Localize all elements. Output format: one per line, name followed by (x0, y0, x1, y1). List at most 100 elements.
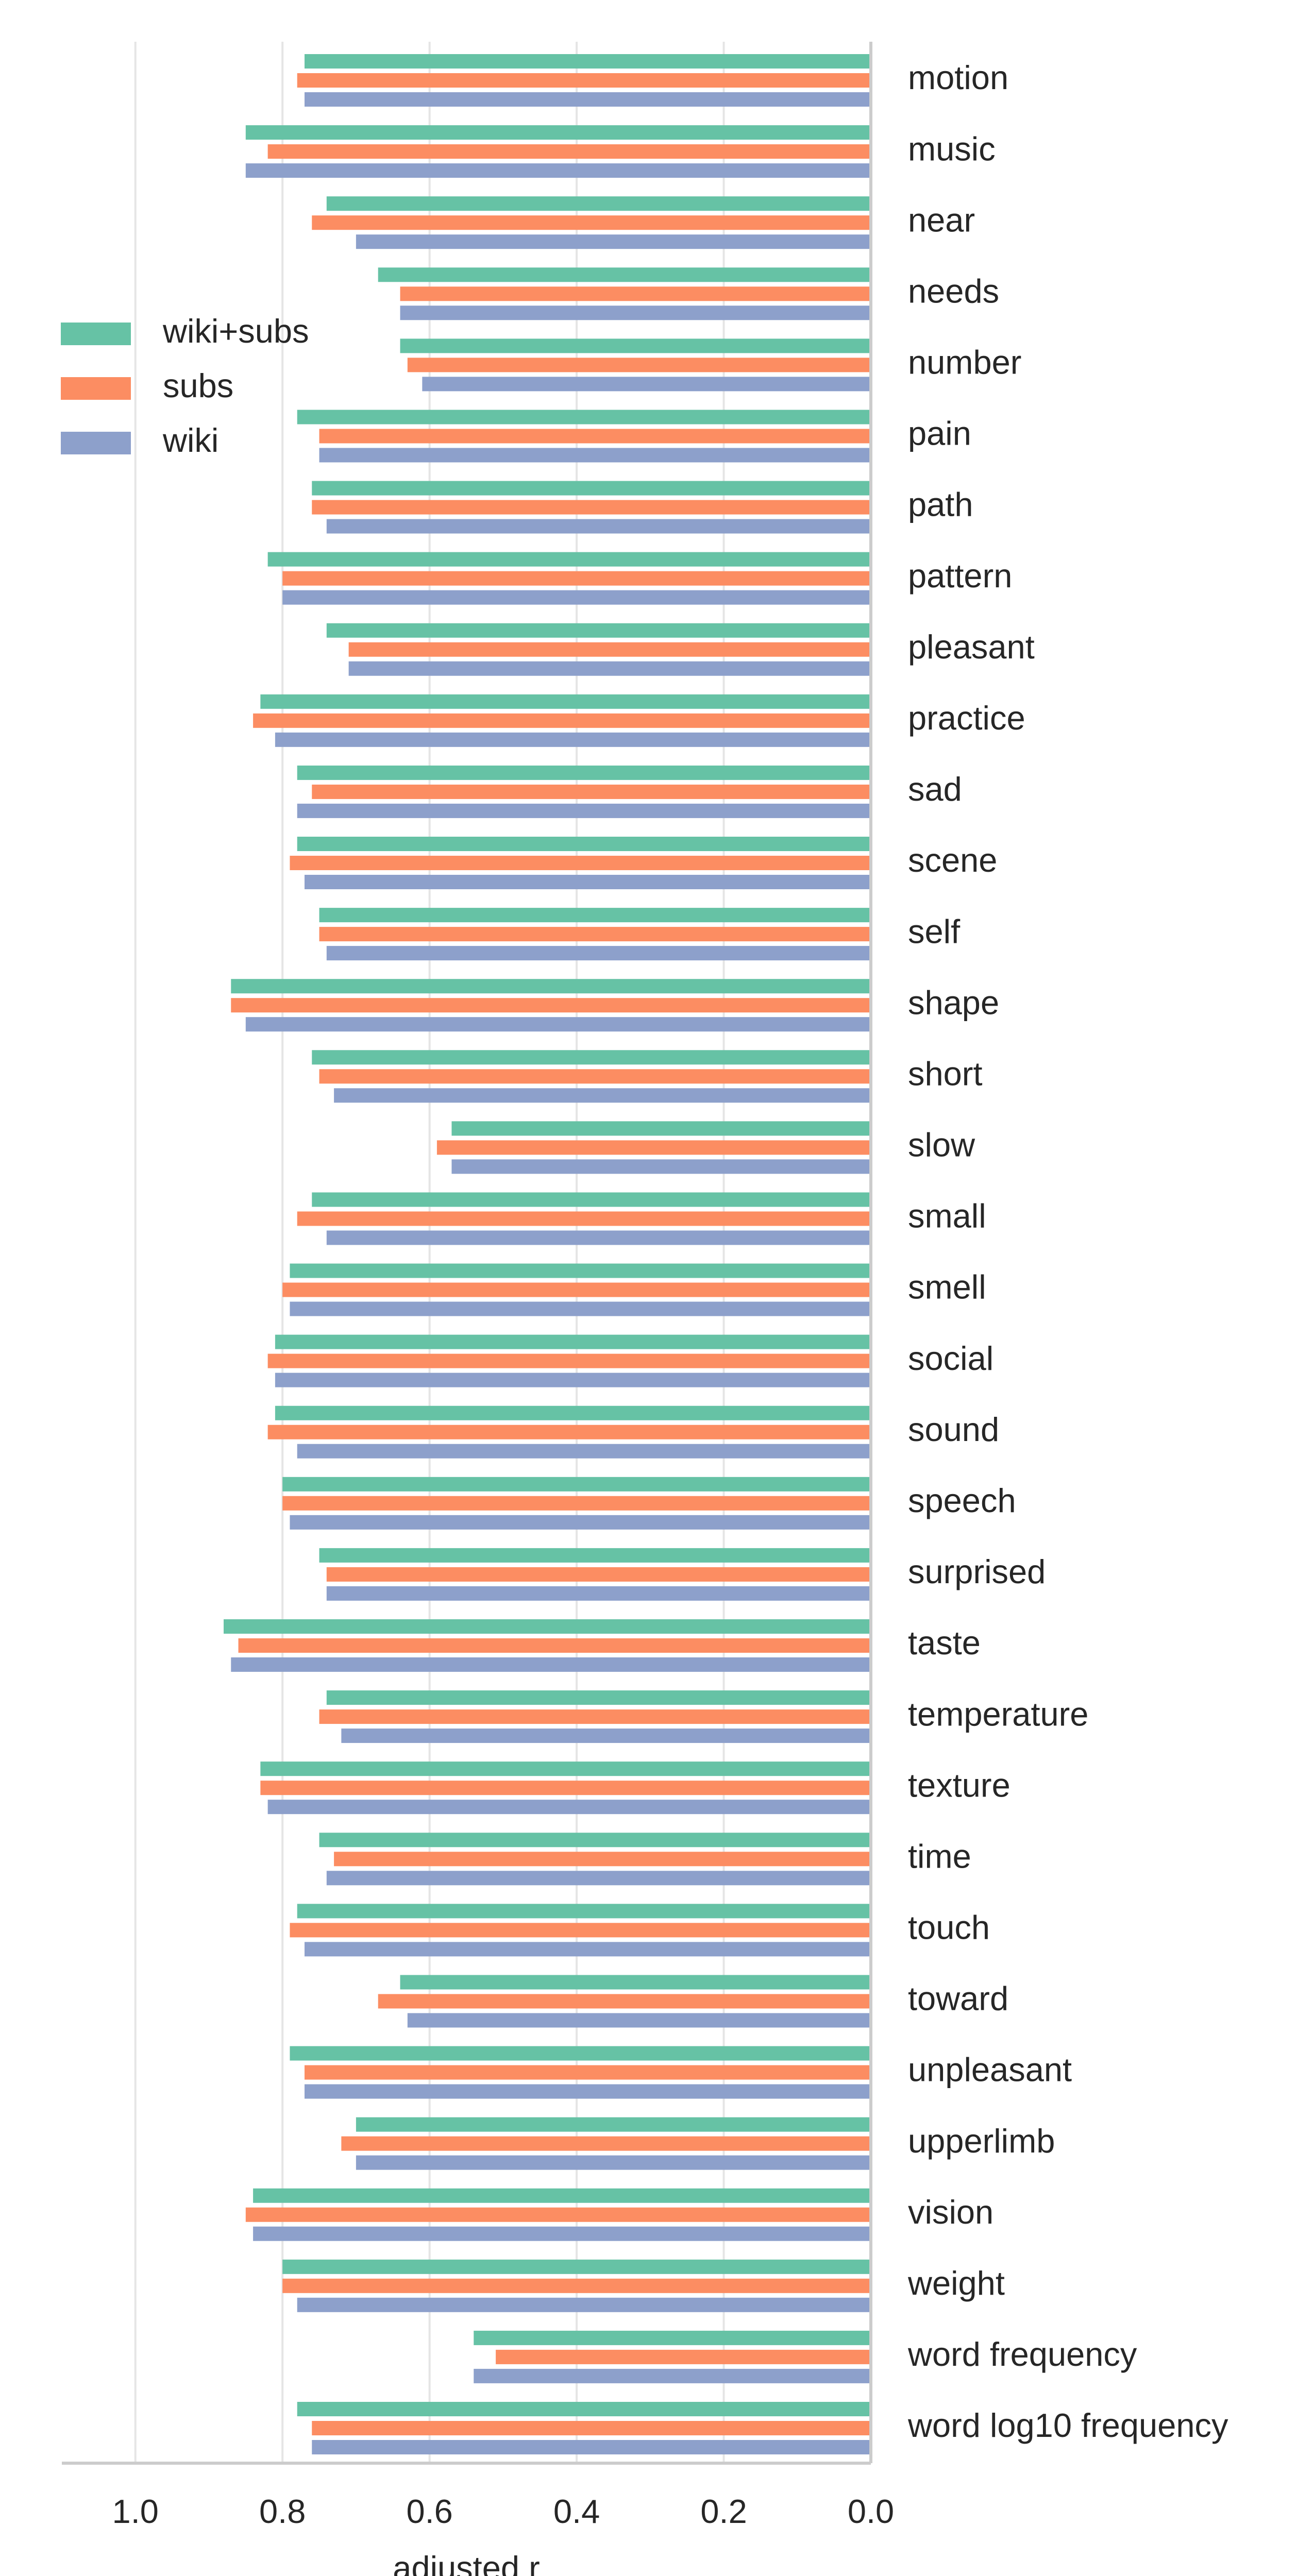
bar (305, 2065, 871, 2080)
bar (231, 1657, 871, 1672)
bar (326, 1230, 871, 1245)
legend-swatch (61, 377, 131, 400)
bar (297, 1211, 871, 1226)
bar (267, 552, 871, 567)
bar (436, 1140, 871, 1155)
bar (245, 125, 871, 140)
y-tick-label: temperature (908, 1695, 1088, 1733)
legend-label: subs (163, 367, 233, 404)
bar (326, 1690, 871, 1705)
bar (319, 908, 871, 923)
bar (312, 500, 871, 515)
y-tick-label: sound (908, 1411, 999, 1448)
bar (312, 215, 871, 230)
bar (267, 1425, 871, 1439)
bar (260, 1781, 871, 1795)
bar (326, 623, 871, 638)
bar (231, 979, 871, 994)
x-tick-label: 0.2 (700, 2493, 747, 2530)
bar (275, 1334, 871, 1349)
bar (290, 1263, 871, 1278)
y-tick-label: touch (908, 1909, 990, 1946)
bar (334, 1852, 871, 1867)
bar (305, 54, 871, 69)
bar (260, 1761, 871, 1776)
bar (282, 590, 871, 605)
y-tick-label: upperlimb (908, 2122, 1055, 2160)
y-tick-label: pain (908, 415, 971, 452)
bar (282, 571, 871, 586)
bar (319, 927, 871, 942)
bar (312, 481, 871, 496)
bar (282, 2278, 871, 2293)
bar (334, 1088, 871, 1103)
bar (319, 1548, 871, 1563)
y-tick-label: toward (908, 1980, 1008, 2018)
bar (326, 946, 871, 961)
bar (378, 267, 871, 282)
bar (451, 1121, 871, 1136)
bar (305, 2084, 871, 2099)
bar (326, 1871, 871, 1886)
bar (282, 1477, 871, 1492)
bar (451, 1159, 871, 1174)
bar (297, 2297, 871, 2312)
y-tick-label: weight (907, 2264, 1005, 2302)
legend-swatch (61, 432, 131, 454)
bar (267, 1353, 871, 1368)
bar (326, 196, 871, 211)
y-tick-label: scene (908, 841, 997, 879)
y-tick-label: path (908, 486, 973, 523)
bar (319, 1709, 871, 1724)
y-tick-label: smell (908, 1268, 986, 1306)
bar (260, 694, 871, 709)
bar (356, 2117, 871, 2132)
bar (290, 1515, 871, 1530)
y-tick-label: short (908, 1055, 983, 1092)
bar (348, 642, 871, 657)
bar (312, 1050, 871, 1065)
bar (356, 234, 871, 249)
bar (297, 73, 871, 88)
bar (253, 2188, 871, 2203)
y-tick-label: music (908, 130, 996, 167)
legend-label: wiki+subs (162, 312, 309, 350)
y-tick-label: shape (908, 984, 999, 1021)
bar (326, 519, 871, 534)
x-tick-label: 0.6 (406, 2493, 452, 2530)
bar (407, 358, 871, 372)
y-tick-label: near (908, 201, 975, 239)
bar (496, 2349, 871, 2364)
y-tick-label: pattern (908, 557, 1012, 595)
y-tick-label: social (908, 1340, 993, 1377)
y-tick-label: unpleasant (908, 2051, 1072, 2089)
bar (231, 998, 871, 1013)
y-tick-label: practice (908, 699, 1025, 737)
bar (297, 803, 871, 818)
bar (282, 2259, 871, 2274)
bar (245, 1017, 871, 1032)
bar (312, 2421, 871, 2435)
bar (348, 661, 871, 676)
bar (312, 2440, 871, 2454)
bar (400, 306, 871, 320)
y-tick-label: small (908, 1197, 986, 1235)
y-tick-label: vision (908, 2193, 993, 2231)
bar (400, 338, 871, 353)
x-axis-label: adjusted r (393, 2549, 540, 2576)
bar (297, 410, 871, 425)
bar (422, 377, 871, 392)
bar (290, 856, 871, 870)
bar (290, 2046, 871, 2061)
bar (400, 1975, 871, 1990)
legend-label: wiki (162, 421, 218, 459)
bar (297, 2402, 871, 2416)
bar (275, 1405, 871, 1420)
bar (290, 1301, 871, 1316)
bar (305, 1942, 871, 1957)
bar (282, 1496, 871, 1511)
x-tick-label: 1.0 (112, 2493, 159, 2530)
bar (245, 2207, 871, 2222)
y-tick-label: texture (908, 1766, 1010, 1804)
bar (407, 2013, 871, 2028)
